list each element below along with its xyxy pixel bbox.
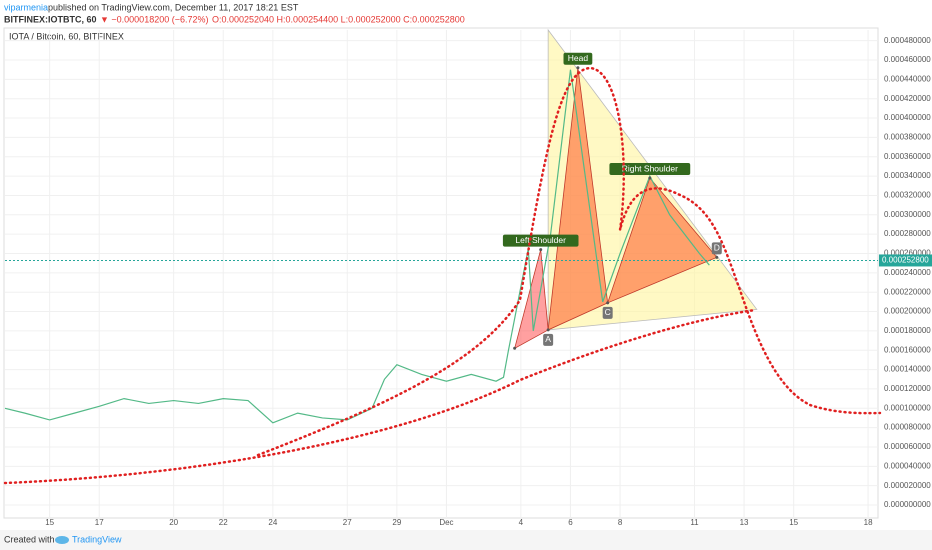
y-tick-label: 0.000400000 [884,113,931,122]
shoulder-shape [607,177,718,304]
x-tick-label: 27 [343,518,352,527]
pattern-label-bg [543,333,554,346]
pattern-point [648,176,652,180]
y-tick-label: 0.000020000 [884,481,931,490]
x-tick-label: 22 [219,518,228,527]
pattern-label-bg [563,52,593,65]
pattern-label-bg [609,163,691,176]
y-tick-label: 0.000100000 [884,403,931,412]
ohlc: O:0.000252040 H:0.000254400 L:0.00025200… [212,14,465,24]
pattern-label-bg [602,306,613,319]
x-tick-label: 8 [618,518,623,527]
x-tick-label: 20 [169,518,178,527]
pattern-label: Head [568,53,589,63]
legend: IOTA / Bitcoin, 60, BITFINEX [9,31,124,41]
plot: 0.000000000 0.000020000 0.000040000 0.00006… [4,28,932,527]
y-tick-label: 0.000040000 [884,461,931,470]
y-tick-label: 0.000420000 [884,94,931,103]
pattern-label: A [545,334,551,344]
y-tick-label: 0.000240000 [884,268,931,277]
y-tick-label: 0.000340000 [884,171,931,180]
y-tick-label: 0.000180000 [884,326,931,335]
y-tick-label: 0.000000000 [884,500,931,509]
last-price-bg [879,254,932,267]
footer-created: Created with [4,534,55,544]
x-tick-label: 17 [95,518,104,527]
x-tick-label: 15 [789,518,798,527]
y-tick-label: 0.000280000 [884,229,931,238]
pattern-point [513,346,517,350]
head-shape [547,67,609,331]
y-tick-label: 0.000380000 [884,133,931,142]
y-tick-label: 0.000320000 [884,191,931,200]
pattern-point [539,248,543,252]
x-tick-label: 15 [45,518,54,527]
pattern-point [576,66,580,70]
projection-curve [256,66,882,457]
y-tick-label: 0.000440000 [884,74,931,83]
x-tick-label: 13 [740,518,749,527]
y-tick-label: 0.000260000 [884,249,931,258]
x-tick-label: 11 [690,518,699,527]
y-tick-label: 0.000060000 [884,442,931,451]
published: published on TradingView.com, December 1… [48,2,299,12]
change: ▼ −0.000018200 (−6.72%) [100,14,209,24]
y-tick-label: 0.000120000 [884,384,931,393]
y-tick-label: 0.000360000 [884,152,931,161]
logo [55,536,69,544]
trend-curve [3,308,757,485]
y-tick-label: 0.000300000 [884,210,931,219]
x-tick-label: 29 [392,518,401,527]
y-tick-label: 0.000200000 [884,307,931,316]
pattern-label-bg [502,234,579,247]
y-tick-label: 0.000460000 [884,55,931,64]
footer-brand[interactable]: TradingView [72,534,122,544]
x-tick-label: Dec [439,518,453,527]
y-tick-label: 0.000140000 [884,365,931,374]
x-tick-label: 18 [864,518,873,527]
pattern-label: Left Shoulder [515,235,566,245]
pattern-label: C [605,307,611,317]
author[interactable]: viparmenia [4,2,48,12]
x-tick-label: 24 [268,518,277,527]
y-tick-label: 0.000160000 [884,345,931,354]
pattern-label: D [714,243,720,253]
pattern-point [606,301,610,305]
footer-bar [0,530,932,550]
pattern-point [546,328,550,332]
y-tick-label: 0.000080000 [884,423,931,432]
last-price-label: 0.000252800 [882,256,929,265]
y-tick-label: 0.000220000 [884,287,931,296]
pattern-label-bg [711,242,722,255]
pattern-label: Right Shoulder [622,163,678,173]
symbol: BITFINEX:IOTBTC, 60 [4,14,97,24]
pattern-point [715,255,719,259]
price-line [4,69,710,424]
x-tick-label: 6 [568,518,573,527]
x-tick-label: 4 [519,518,524,527]
y-tick-label: 0.000480000 [884,36,931,45]
